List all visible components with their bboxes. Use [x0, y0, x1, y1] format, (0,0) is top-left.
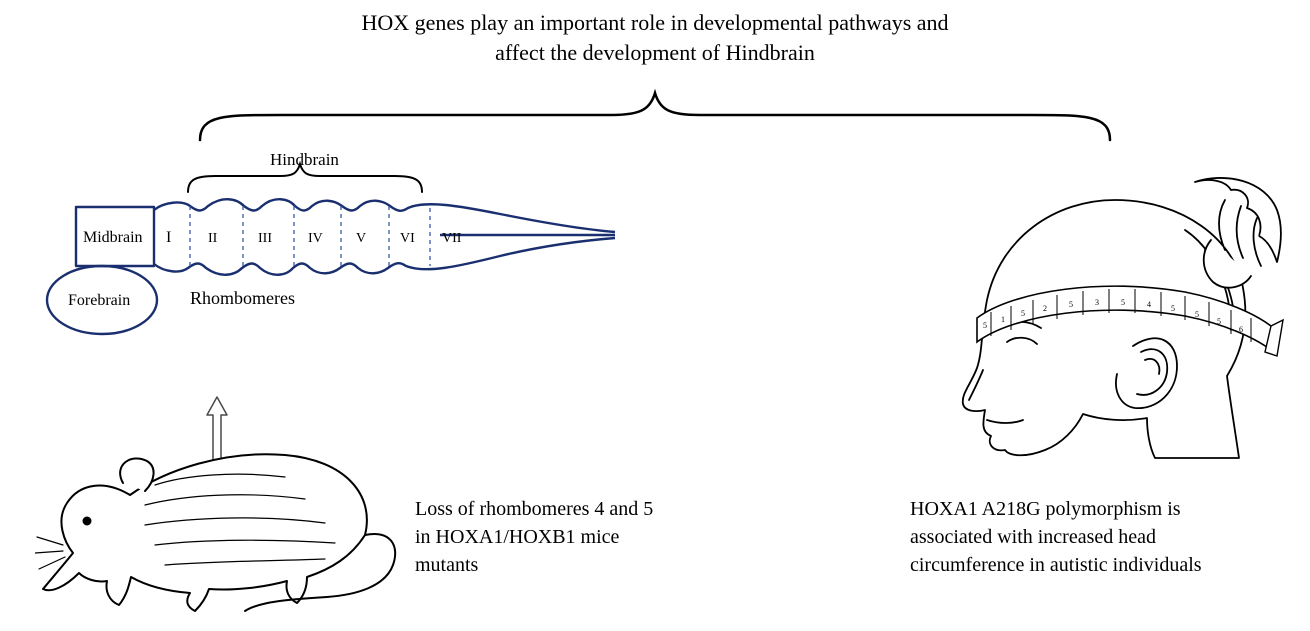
svg-text:5: 5 — [983, 321, 987, 330]
head-caption-line2: associated with increased head — [910, 526, 1156, 548]
embryo-diagram: Midbrain Forebrain I II III IV V VI VII — [30, 152, 620, 337]
svg-text:4: 4 — [1147, 300, 1151, 309]
rhombomeres-label: Rhombomeres — [190, 288, 295, 309]
svg-text:5: 5 — [1021, 309, 1025, 318]
svg-text:5: 5 — [1121, 298, 1125, 307]
svg-text:II: II — [208, 231, 218, 246]
top-brace — [180, 85, 1130, 145]
svg-text:3: 3 — [1095, 298, 1099, 307]
svg-text:5: 5 — [1069, 300, 1073, 309]
figure-title: HOX genes play an important role in deve… — [245, 8, 1065, 67]
svg-text:V: V — [356, 231, 366, 246]
mouse-diagram — [35, 425, 405, 615]
svg-text:I: I — [166, 229, 171, 246]
svg-text:5: 5 — [1195, 310, 1199, 319]
svg-text:5: 5 — [1171, 304, 1175, 313]
svg-text:Forebrain: Forebrain — [68, 292, 130, 309]
svg-text:1: 1 — [1001, 315, 1005, 324]
svg-text:III: III — [258, 231, 272, 246]
title-line2: affect the development of Hindbrain — [495, 40, 815, 65]
svg-text:Midbrain: Midbrain — [83, 229, 143, 246]
mouse-caption: Loss of rhombomeres 4 and 5 in HOXA1/HOX… — [415, 495, 785, 579]
svg-text:5: 5 — [1217, 317, 1221, 326]
svg-text:VI: VI — [400, 231, 415, 246]
svg-text:IV: IV — [308, 231, 323, 246]
svg-text:VII: VII — [442, 231, 462, 246]
head-caption-line3: circumference in autistic individuals — [910, 554, 1202, 576]
head-caption-line1: HOXA1 A218G polymorphism is — [910, 498, 1181, 520]
title-line1: HOX genes play an important role in deve… — [361, 10, 948, 35]
svg-text:6: 6 — [1239, 325, 1243, 334]
svg-text:2: 2 — [1043, 304, 1047, 313]
mouse-caption-line3: mutants — [415, 554, 478, 576]
mouse-caption-line1: Loss of rhombomeres 4 and 5 — [415, 498, 653, 520]
head-caption: HOXA1 A218G polymorphism is associated w… — [910, 495, 1290, 579]
mouse-caption-line2: in HOXA1/HOXB1 mice — [415, 526, 619, 548]
head-measurement-diagram: 5 1 5 2 5 3 5 4 5 5 5 6 — [925, 170, 1285, 460]
